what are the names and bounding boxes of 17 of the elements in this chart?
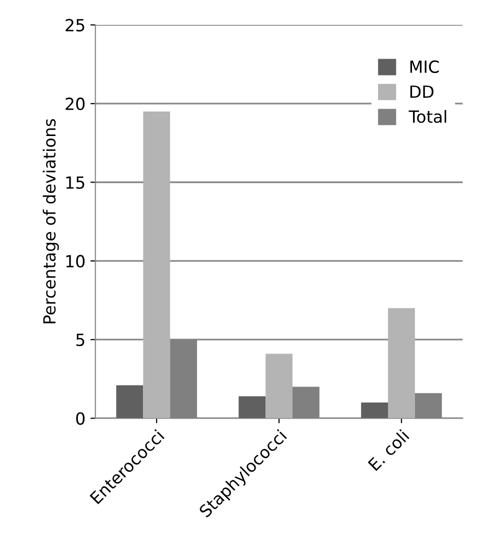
legend-label: Total: [408, 110, 446, 123]
y-tick-label: 0: [76, 412, 85, 425]
y-tick-label: 10: [66, 254, 85, 268]
bar: [388, 308, 415, 418]
y-tick-label: 5: [76, 334, 84, 346]
bar: [116, 385, 144, 418]
legend-label: DD: [410, 86, 434, 98]
legend-label: MIC: [410, 60, 439, 73]
y-tick-label: 20: [66, 98, 85, 110]
bar: [266, 354, 293, 418]
bar: [238, 396, 266, 418]
y-tick-label: 25: [66, 18, 84, 32]
y-tick-label: 15: [66, 176, 84, 189]
y-axis-title: Percentage of deviations: [42, 119, 59, 324]
bar: [361, 402, 388, 418]
bar: [143, 111, 170, 418]
x-tick-label: E. coli: [367, 429, 410, 472]
